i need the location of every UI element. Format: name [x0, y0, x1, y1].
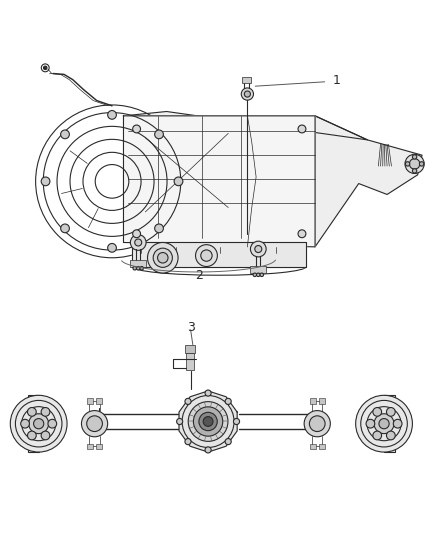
Circle shape: [185, 439, 191, 445]
Circle shape: [87, 416, 102, 432]
Circle shape: [298, 125, 306, 133]
Circle shape: [298, 230, 306, 238]
Circle shape: [233, 418, 240, 425]
FancyBboxPatch shape: [319, 420, 325, 427]
Circle shape: [393, 419, 402, 428]
FancyBboxPatch shape: [96, 398, 102, 403]
Circle shape: [60, 130, 69, 139]
FancyBboxPatch shape: [28, 395, 39, 452]
Circle shape: [48, 419, 57, 428]
FancyBboxPatch shape: [87, 398, 93, 403]
Circle shape: [309, 416, 325, 432]
Text: 3: 3: [187, 321, 194, 334]
Polygon shape: [179, 391, 237, 452]
Circle shape: [21, 419, 29, 428]
Circle shape: [28, 431, 36, 440]
Circle shape: [251, 241, 266, 257]
Circle shape: [199, 413, 217, 431]
Circle shape: [133, 266, 137, 270]
Circle shape: [225, 439, 231, 445]
Circle shape: [260, 273, 264, 277]
Circle shape: [373, 408, 381, 416]
Circle shape: [255, 246, 262, 253]
Circle shape: [386, 408, 395, 416]
Circle shape: [158, 253, 168, 263]
FancyBboxPatch shape: [310, 444, 316, 449]
Circle shape: [28, 408, 36, 416]
Circle shape: [81, 410, 108, 437]
Circle shape: [174, 177, 183, 185]
Circle shape: [177, 418, 183, 425]
FancyBboxPatch shape: [185, 345, 195, 352]
Circle shape: [108, 110, 117, 119]
Polygon shape: [124, 111, 367, 140]
Polygon shape: [315, 116, 422, 247]
FancyBboxPatch shape: [318, 398, 325, 403]
Circle shape: [386, 431, 395, 440]
Circle shape: [133, 230, 141, 238]
Circle shape: [41, 177, 50, 185]
Circle shape: [203, 417, 213, 426]
Circle shape: [379, 418, 389, 429]
Text: 1: 1: [332, 75, 340, 87]
Circle shape: [241, 88, 254, 100]
FancyBboxPatch shape: [310, 398, 316, 403]
Circle shape: [155, 130, 163, 139]
Circle shape: [137, 266, 140, 270]
Circle shape: [374, 414, 394, 434]
Circle shape: [195, 245, 217, 266]
Circle shape: [253, 273, 257, 277]
Circle shape: [406, 161, 410, 166]
Circle shape: [131, 235, 146, 251]
Circle shape: [153, 248, 173, 268]
Circle shape: [205, 447, 211, 453]
Circle shape: [185, 398, 191, 405]
Circle shape: [405, 154, 424, 174]
Circle shape: [43, 66, 47, 70]
Circle shape: [11, 395, 67, 452]
Circle shape: [188, 402, 228, 441]
Circle shape: [34, 418, 44, 429]
Circle shape: [244, 91, 251, 97]
Circle shape: [133, 125, 141, 133]
Circle shape: [108, 244, 117, 252]
Circle shape: [41, 431, 50, 440]
Circle shape: [413, 155, 417, 159]
Circle shape: [356, 395, 413, 452]
FancyBboxPatch shape: [251, 266, 266, 273]
FancyBboxPatch shape: [318, 444, 325, 449]
Circle shape: [410, 159, 420, 169]
FancyBboxPatch shape: [96, 444, 102, 449]
Circle shape: [41, 408, 50, 416]
Circle shape: [225, 398, 231, 405]
Circle shape: [135, 239, 142, 246]
Circle shape: [420, 161, 424, 166]
Polygon shape: [132, 243, 306, 266]
Circle shape: [148, 243, 178, 273]
Circle shape: [29, 414, 49, 434]
Circle shape: [201, 250, 212, 261]
Text: 2: 2: [195, 269, 203, 282]
Circle shape: [257, 273, 260, 277]
FancyBboxPatch shape: [242, 77, 251, 83]
Circle shape: [373, 431, 381, 440]
Circle shape: [155, 224, 163, 233]
Circle shape: [366, 419, 375, 428]
FancyBboxPatch shape: [186, 352, 194, 370]
FancyBboxPatch shape: [131, 260, 146, 266]
Circle shape: [140, 266, 144, 270]
Circle shape: [304, 410, 330, 437]
Circle shape: [60, 224, 69, 233]
FancyBboxPatch shape: [87, 444, 93, 449]
Circle shape: [205, 390, 211, 396]
Polygon shape: [124, 116, 315, 247]
FancyBboxPatch shape: [384, 395, 395, 452]
Circle shape: [413, 169, 417, 173]
Circle shape: [194, 407, 223, 436]
